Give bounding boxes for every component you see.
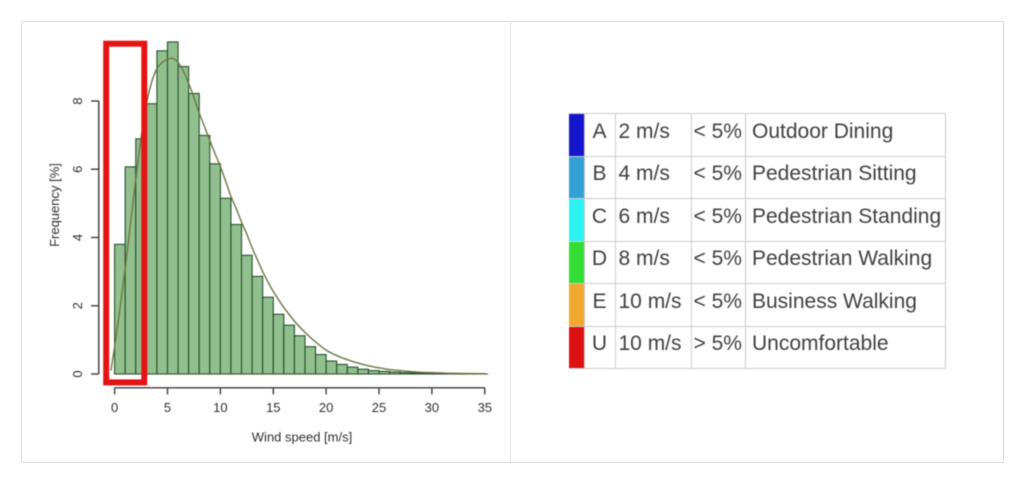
svg-text:35: 35 <box>478 400 492 415</box>
svg-text:6: 6 <box>70 166 85 173</box>
svg-text:Wind speed [m/s]: Wind speed [m/s] <box>252 430 352 445</box>
svg-text:Frequency [%]: Frequency [%] <box>47 163 62 247</box>
svg-text:10: 10 <box>213 400 227 415</box>
svg-text:4: 4 <box>70 234 85 241</box>
svg-text:0: 0 <box>70 370 85 377</box>
svg-text:0: 0 <box>111 400 118 415</box>
svg-text:25: 25 <box>372 400 386 415</box>
svg-text:2: 2 <box>70 302 85 309</box>
svg-text:5: 5 <box>164 400 171 415</box>
svg-text:8: 8 <box>70 97 85 104</box>
svg-text:15: 15 <box>266 400 280 415</box>
svg-text:20: 20 <box>319 400 333 415</box>
svg-text:30: 30 <box>425 400 439 415</box>
